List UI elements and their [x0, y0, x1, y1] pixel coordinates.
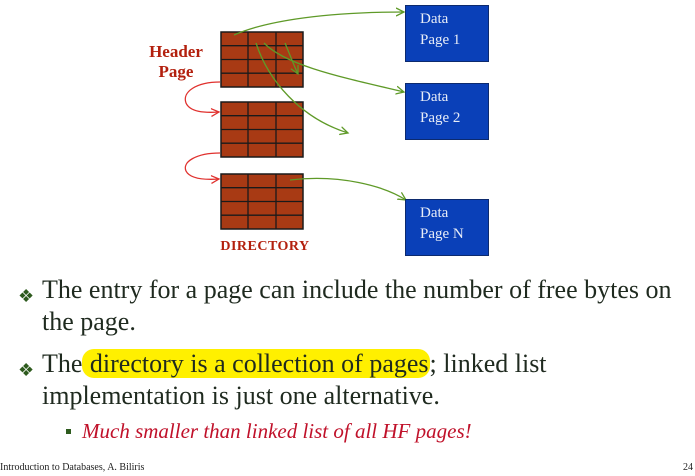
pointer-arrow-data-page-n	[289, 177, 406, 200]
bullet-text-start: The	[42, 349, 83, 378]
directory-diagram	[184, 0, 695, 230]
data-page-1-line1: Data	[420, 11, 449, 27]
data-page-1-line2: Page 1	[420, 32, 461, 48]
highlighted-phrase: directory is a collection of pages	[82, 349, 430, 378]
directory-page-grid	[220, 101, 304, 158]
header-label-line2: Page	[158, 62, 194, 81]
pointer-arrow-page-list	[284, 42, 298, 74]
data-page-n-box: Data Page N	[405, 199, 489, 256]
pointer-arrow-data-page-1	[233, 12, 404, 36]
next-page-link-arrow	[184, 81, 220, 112]
footer-credit: Introduction to Databases, A. Biliris	[0, 462, 145, 473]
data-page-n-line2: Page N	[420, 226, 464, 242]
directory-page-grid	[220, 173, 304, 230]
data-page-2-line1: Data	[420, 89, 449, 105]
bullet-text-end: ; linked list implementation is just one…	[42, 349, 547, 410]
page-number: 24	[683, 462, 693, 473]
data-page-2-box: Data Page 2	[405, 83, 489, 140]
data-page-2-line2: Page 2	[420, 110, 461, 126]
bullet-item-directory: ❖ The directory is a collection of pages…	[18, 348, 678, 412]
header-page-label: Header Page	[138, 42, 214, 82]
header-label-line1: Header	[149, 42, 203, 61]
pointer-arrow-data-page-2	[263, 42, 404, 92]
bullet-text: The entry for a page can include the num…	[42, 275, 672, 336]
sub-bullet-item: Much smaller than linked list of all HF …	[18, 418, 678, 444]
square-bullet-icon	[66, 429, 71, 434]
sub-bullet-text: Much smaller than linked list of all HF …	[82, 419, 472, 443]
pointer-arrow-more-pages	[255, 42, 348, 133]
data-page-n-line1: Data	[420, 205, 449, 221]
diamond-bullet-icon: ❖	[18, 360, 35, 380]
bullet-item-free-bytes: ❖ The entry for a page can include the n…	[18, 274, 678, 338]
bullet-list: ❖ The entry for a page can include the n…	[18, 274, 678, 444]
next-page-link-arrow	[184, 152, 220, 179]
diamond-bullet-icon: ❖	[18, 286, 35, 306]
directory-label: DIRECTORY	[220, 239, 310, 254]
data-page-1-box: Data Page 1	[405, 5, 489, 62]
